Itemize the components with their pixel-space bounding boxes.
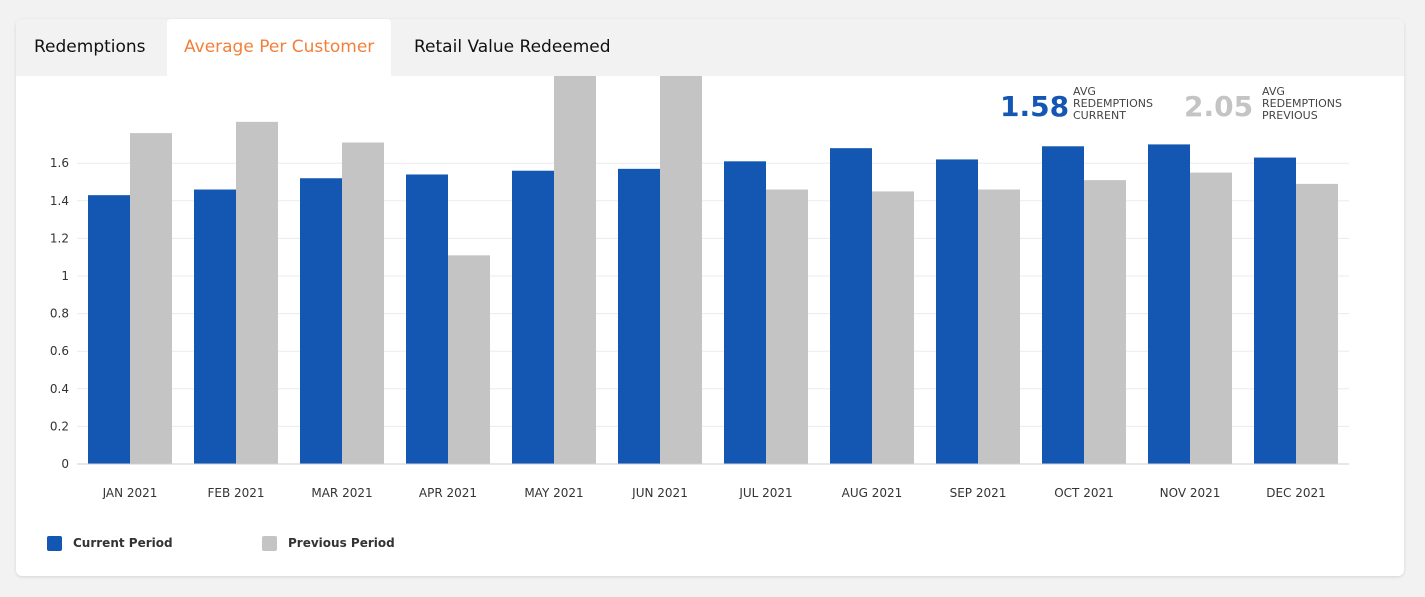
chart-card: Redemptions Average Per Customer Retail … [16, 19, 1404, 576]
y-tick-label: 0.6 [50, 344, 69, 358]
x-tick-label: APR 2021 [419, 486, 477, 499]
kpi-previous-value: 2.05 [1184, 90, 1254, 123]
bar-previous-sep-2021[interactable] [978, 189, 1020, 464]
x-tick-label: MAY 2021 [524, 486, 583, 499]
kpi-previous-label-line2: REDEMPTIONS [1262, 97, 1342, 110]
bar-current-may-2021[interactable] [512, 170, 554, 464]
tab-average-per-customer[interactable]: Average Per Customer [167, 19, 392, 76]
y-tick-label: 1.2 [50, 231, 69, 245]
bar-previous-aug-2021[interactable] [872, 191, 914, 464]
bar-previous-oct-2021[interactable] [1084, 180, 1126, 464]
kpi-current: 1.58 AVG REDEMPTIONS CURRENT [1000, 86, 1170, 126]
tab-retail-value-redeemed[interactable]: Retail Value Redeemed [414, 37, 611, 57]
legend-current-label: Current Period [73, 536, 173, 550]
bar-previous-nov-2021[interactable] [1190, 172, 1232, 464]
kpi-previous-label-line1: AVG [1262, 85, 1285, 98]
kpi-current-value: 1.58 [1000, 90, 1070, 123]
tab-bar: Redemptions Average Per Customer Retail … [16, 19, 1404, 76]
x-tick-label: AUG 2021 [842, 486, 903, 499]
y-tick-label: 0 [61, 457, 69, 471]
kpi-current-label-line2: REDEMPTIONS [1073, 97, 1153, 110]
y-tick-label: 0.2 [50, 419, 69, 433]
bars-group [88, 60, 1338, 464]
bar-previous-mar-2021[interactable] [342, 142, 384, 464]
kpi-previous-label: AVG REDEMPTIONS PREVIOUS [1262, 86, 1357, 122]
kpi-current-label-line1: AVG [1073, 85, 1096, 98]
y-tick-label: 0.8 [50, 307, 69, 321]
kpi-previous-label-line3: PREVIOUS [1262, 109, 1318, 122]
bar-previous-apr-2021[interactable] [448, 255, 490, 464]
legend-previous-label: Previous Period [288, 536, 395, 550]
x-tick-label: DEC 2021 [1266, 486, 1326, 499]
bar-chart: 0 0.2 0.4 0.6 0.8 1 1.2 1.4 1.6 JAN 2021 FEB 2021 M… [50, 60, 1349, 499]
bar-current-oct-2021[interactable] [1042, 146, 1084, 464]
bar-current-nov-2021[interactable] [1148, 144, 1190, 464]
kpi-current-label: AVG REDEMPTIONS CURRENT [1073, 86, 1168, 122]
x-tick-label: JUN 2021 [631, 486, 688, 499]
bar-current-jun-2021[interactable] [618, 168, 660, 464]
bar-previous-dec-2021[interactable] [1296, 183, 1338, 464]
tab-redemptions[interactable]: Redemptions [34, 37, 146, 57]
bar-current-sep-2021[interactable] [936, 159, 978, 464]
x-tick-label: NOV 2021 [1160, 486, 1221, 499]
bar-current-dec-2021[interactable] [1254, 157, 1296, 464]
bar-current-feb-2021[interactable] [194, 189, 236, 464]
y-tick-label: 0.4 [50, 382, 69, 396]
bar-previous-feb-2021[interactable] [236, 121, 278, 464]
y-tick-label: 1.6 [50, 156, 69, 170]
bar-current-aug-2021[interactable] [830, 148, 872, 464]
bar-previous-jan-2021[interactable] [130, 133, 172, 464]
legend-current-swatch [47, 536, 62, 551]
legend-previous-swatch [262, 536, 277, 551]
x-tick-label: MAR 2021 [311, 486, 372, 499]
x-tick-label: SEP 2021 [950, 486, 1007, 499]
y-tick-label: 1 [61, 269, 69, 283]
bar-previous-jun-2021[interactable] [660, 60, 702, 464]
x-tick-label: FEB 2021 [207, 486, 264, 499]
bar-current-jan-2021[interactable] [88, 195, 130, 464]
kpi-current-label-line3: CURRENT [1073, 109, 1126, 122]
bar-current-apr-2021[interactable] [406, 174, 448, 464]
x-tick-label: JUL 2021 [738, 486, 792, 499]
y-tick-label: 1.4 [50, 194, 69, 208]
bar-current-jul-2021[interactable] [724, 161, 766, 464]
x-tick-label: JAN 2021 [102, 486, 158, 499]
x-tick-label: OCT 2021 [1054, 486, 1114, 499]
kpi-previous: 2.05 AVG REDEMPTIONS PREVIOUS [1184, 86, 1374, 126]
bar-previous-jul-2021[interactable] [766, 189, 808, 464]
bar-previous-may-2021[interactable] [554, 60, 596, 464]
bar-current-mar-2021[interactable] [300, 178, 342, 464]
